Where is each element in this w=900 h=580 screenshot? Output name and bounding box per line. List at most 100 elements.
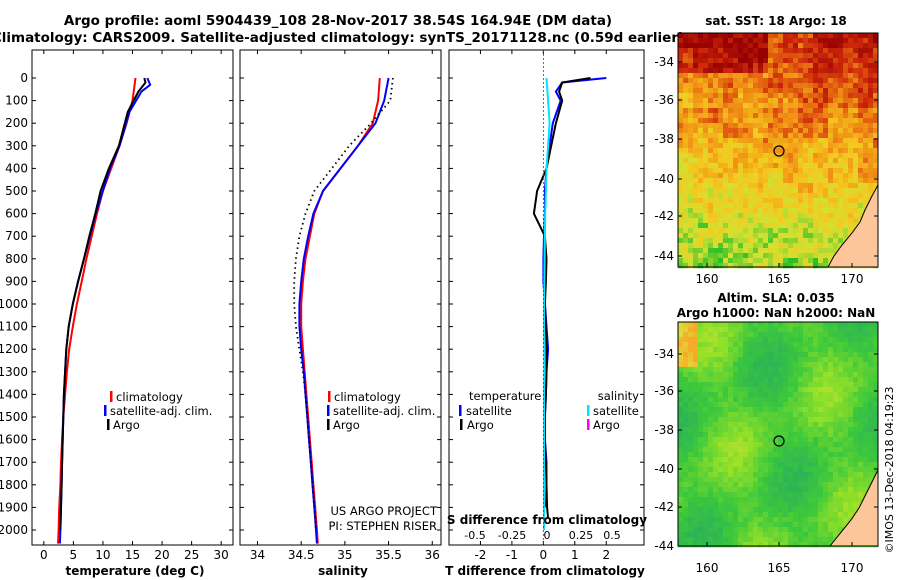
depth-tick-label: 200: [5, 116, 28, 130]
sla-cell: [803, 407, 809, 413]
sst-cell: [688, 108, 694, 114]
sla-cell: [783, 507, 789, 513]
sla-cell: [698, 497, 704, 503]
sst-cell: [698, 178, 704, 184]
sla-cell: [803, 467, 809, 473]
sla-cell: [848, 342, 854, 348]
sst-cell: [808, 218, 814, 224]
sla-cell: [718, 327, 724, 333]
sla-cell: [873, 407, 879, 413]
sst-cell: [708, 188, 714, 194]
sst-cell: [823, 73, 829, 79]
sla-cell: [738, 482, 744, 488]
sla-cell: [773, 432, 779, 438]
sst-cell: [793, 188, 799, 194]
sst-cell: [748, 153, 754, 159]
sla-cell: [748, 427, 754, 433]
sla-cell: [793, 442, 799, 448]
sst-cell: [688, 58, 694, 64]
sst-cell: [788, 58, 794, 64]
sst-cell: [683, 108, 689, 114]
sst-cell: [698, 43, 704, 49]
sla-cell: [843, 517, 849, 523]
sst-cell: [848, 193, 854, 199]
sla-cell: [713, 487, 719, 493]
depth-tick-label: 0: [20, 71, 28, 85]
sla-cell: [833, 417, 839, 423]
sla-cell: [808, 487, 814, 493]
sla-cell: [783, 362, 789, 368]
sla-cell: [718, 507, 724, 513]
sst-cell: [753, 93, 759, 99]
sst-cell: [823, 183, 829, 189]
sla-cell: [768, 352, 774, 358]
sla-cell: [753, 362, 759, 368]
sla-cell: [808, 357, 814, 363]
sst-cell: [678, 218, 684, 224]
sla-cell: [703, 402, 709, 408]
sla-cell: [728, 322, 734, 328]
sst-cell: [808, 263, 814, 269]
sla-cell: [738, 402, 744, 408]
sst-cell: [743, 253, 749, 259]
sla-cell: [823, 487, 829, 493]
sla-cell: [683, 327, 689, 333]
sst-cell: [788, 183, 794, 189]
sla-cell: [858, 452, 864, 458]
sst-cell: [728, 108, 734, 114]
sst-cell: [848, 123, 854, 129]
sla-cell: [738, 472, 744, 478]
sla-cell: [808, 472, 814, 478]
sst-cell: [693, 168, 699, 174]
sla-cell: [738, 497, 744, 503]
sst-cell: [793, 193, 799, 199]
sla-cell: [688, 492, 694, 498]
sst-cell: [773, 243, 779, 249]
sst-cell: [788, 123, 794, 129]
sst-cell: [768, 68, 774, 74]
sst-cell: [733, 153, 739, 159]
sst-cell: [828, 158, 834, 164]
sla-cell: [678, 472, 684, 478]
sla-cell: [868, 327, 874, 333]
sst-cell: [688, 113, 694, 119]
sst-cell: [703, 48, 709, 54]
sla-cell: [743, 467, 749, 473]
sst-cell: [688, 38, 694, 44]
sla-cell: [698, 352, 704, 358]
sla-cell: [693, 402, 699, 408]
sst-cell: [793, 138, 799, 144]
sst-cell: [738, 103, 744, 109]
sla-cell: [693, 372, 699, 378]
sst-cell: [693, 218, 699, 224]
sst-cell: [803, 253, 809, 259]
sst-cell: [768, 213, 774, 219]
sst-cell: [803, 48, 809, 54]
sla-cell: [703, 522, 709, 528]
sst-cell: [853, 168, 859, 174]
sst-cell: [838, 143, 844, 149]
sla-cell: [683, 342, 689, 348]
sla-cell: [698, 422, 704, 428]
sst-cell: [698, 163, 704, 169]
sla-cell: [753, 372, 759, 378]
sst-cell: [738, 158, 744, 164]
sst-cell: [708, 193, 714, 199]
sst-cell: [698, 173, 704, 179]
sla-cell: [853, 452, 859, 458]
sst-cell: [863, 148, 869, 154]
sst-cell: [808, 83, 814, 89]
sla-cell: [768, 527, 774, 533]
sst-cell: [698, 183, 704, 189]
sla-cell: [713, 497, 719, 503]
sla-cell: [763, 472, 769, 478]
sla-cell: [858, 332, 864, 338]
sla-cell: [728, 367, 734, 373]
sla-cell: [843, 342, 849, 348]
sst-cell: [853, 223, 859, 229]
sla-cell: [753, 407, 759, 413]
sst-cell: [733, 118, 739, 124]
sla-cell: [713, 462, 719, 468]
sla-cell: [863, 447, 869, 453]
sla-cell: [798, 392, 804, 398]
